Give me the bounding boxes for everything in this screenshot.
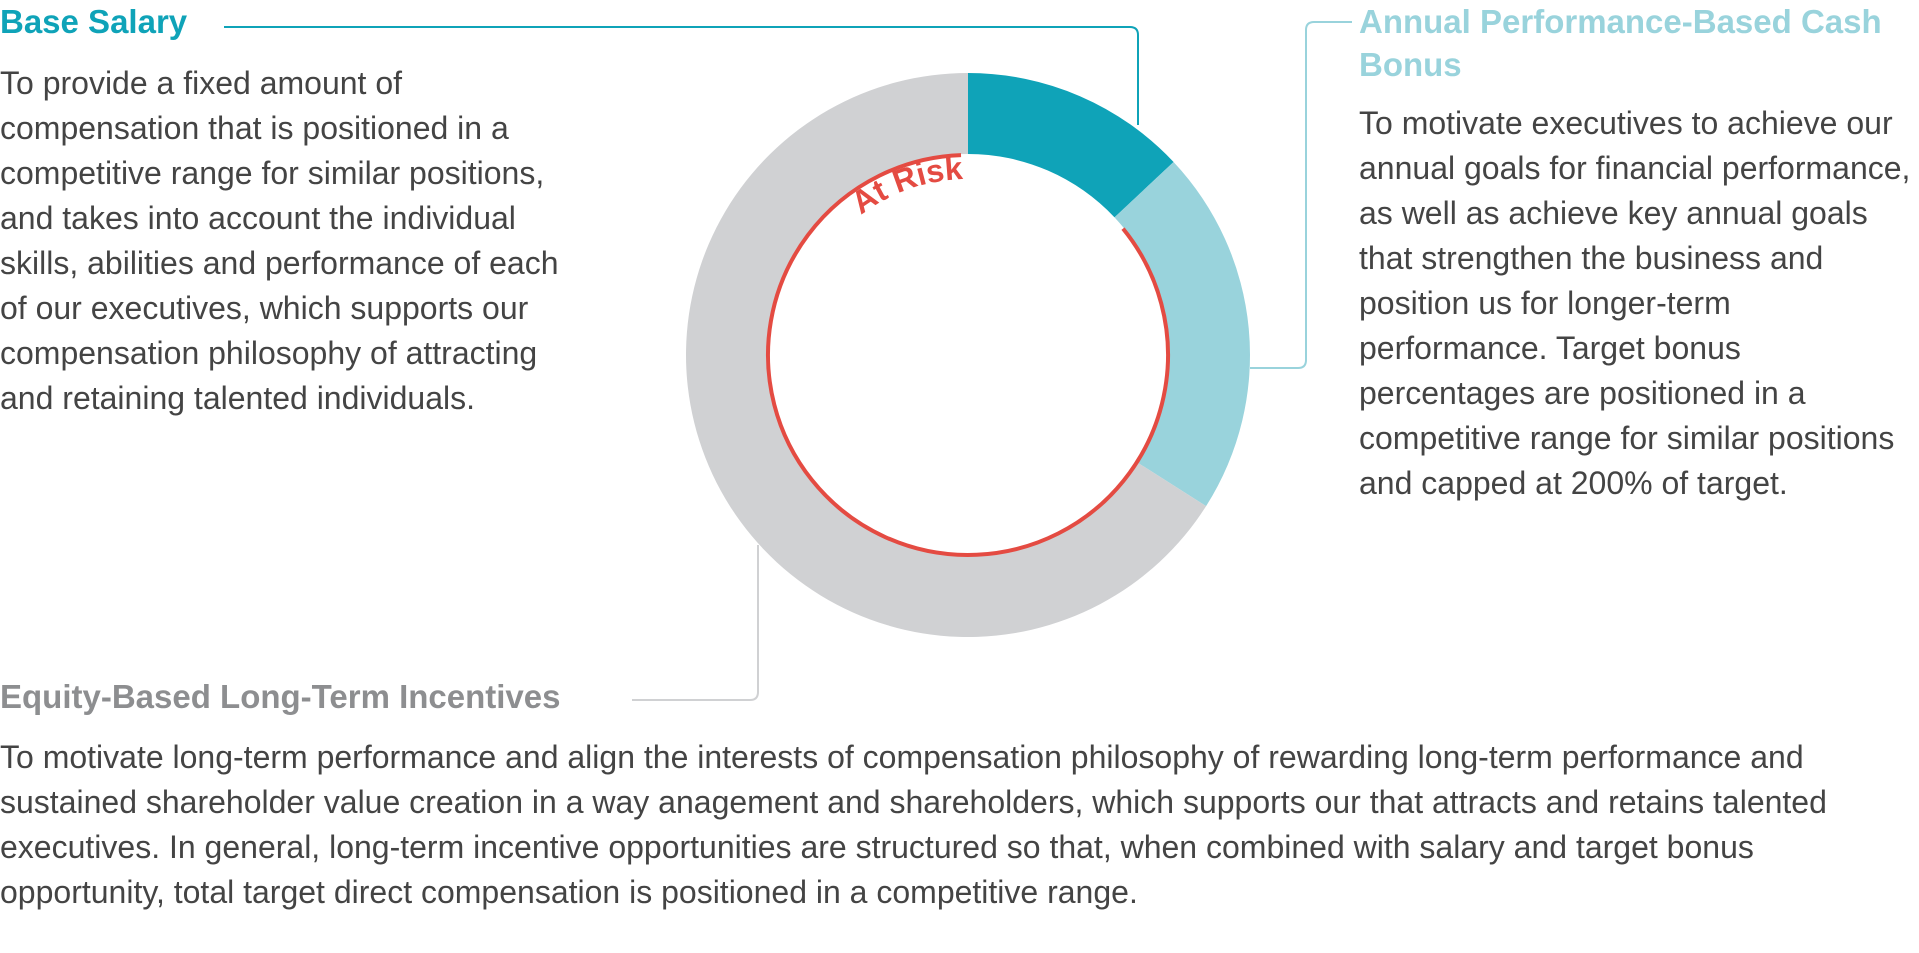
bonus-title: Annual Performance-Based Cash Bonus xyxy=(1359,3,1882,83)
donut-chart xyxy=(685,73,1250,637)
base-salary-segment xyxy=(968,73,1174,218)
equity-leader xyxy=(632,545,759,701)
bonus-description: To motivate executives to achieve our an… xyxy=(1359,105,1911,501)
equity-description: To motivate long-term performance and al… xyxy=(0,739,1827,910)
base-salary-description: To provide a fixed amount of compensatio… xyxy=(0,65,559,416)
base-salary-title: Base Salary xyxy=(0,3,188,40)
equity-title: Equity-Based Long-Term Incentives xyxy=(0,678,561,715)
equity-segment xyxy=(685,73,1207,637)
leader-lines xyxy=(224,21,1352,701)
bonus-leader xyxy=(1250,21,1352,369)
at-risk-arc xyxy=(766,153,1170,557)
bonus-segment xyxy=(1114,161,1250,507)
base-salary-leader xyxy=(224,26,1139,125)
